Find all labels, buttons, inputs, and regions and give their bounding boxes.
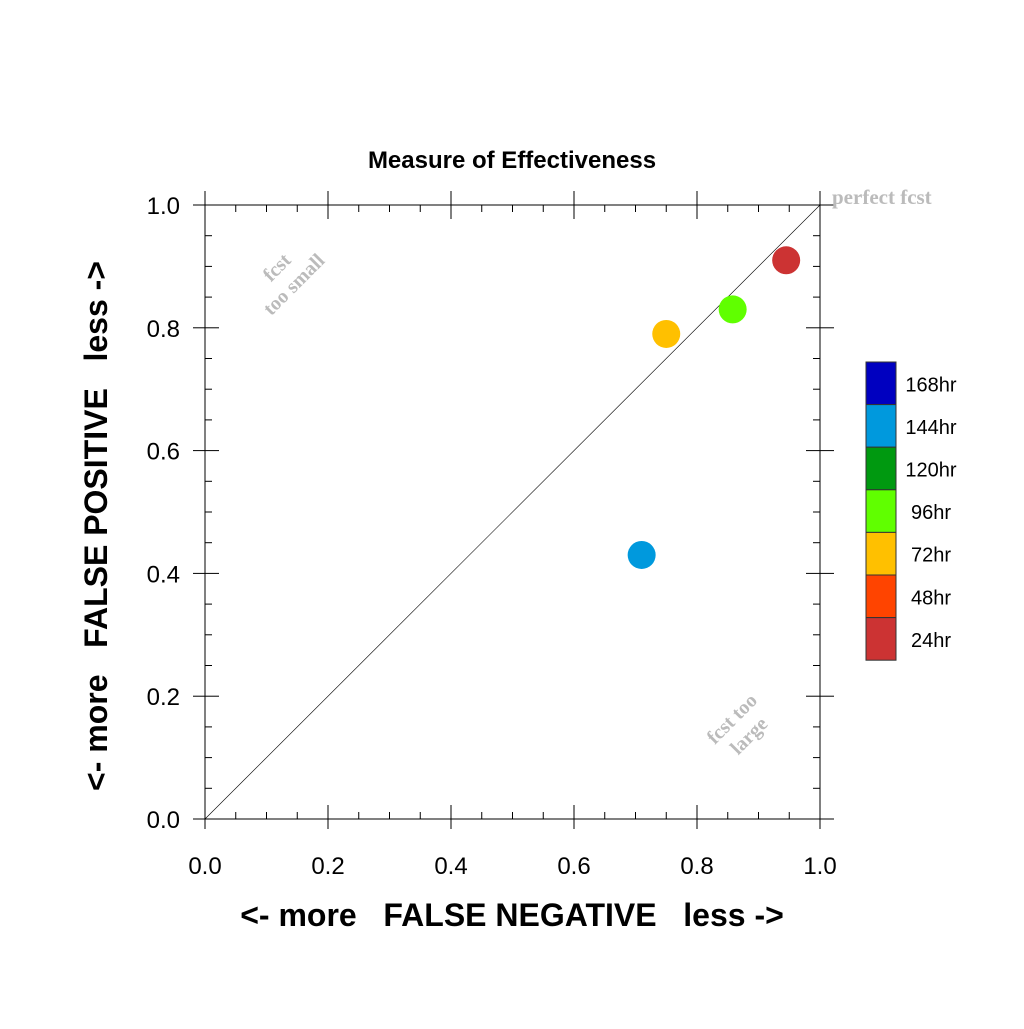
legend-swatch-96hr (865, 489, 897, 533)
x-axis-label: <- more FALSE NEGATIVE less -> (240, 897, 784, 933)
major-ticks (193, 191, 834, 829)
legend-swatch-120hr (865, 446, 897, 491)
minor-ticks (205, 205, 820, 819)
legend-label: 24hr (911, 630, 951, 652)
x-tick-label: 1.0 (803, 853, 836, 880)
reference-group: perfect fcst (204, 185, 932, 820)
legend-swatch-72hr (865, 531, 897, 576)
legend-swatch-144hr (865, 404, 897, 448)
y-tick-label: 0.4 (147, 561, 180, 588)
legend-label: 144hr (905, 417, 956, 439)
legend-swatch-48hr (865, 574, 897, 619)
y-tick-label: 0.2 (147, 684, 180, 711)
data-point-96hr (718, 295, 747, 324)
legend: 168hr 144hr 120hr 96hr 72hr 48hr 24hr (865, 361, 957, 661)
perfect-forecast-line (204, 204, 821, 820)
legend-label: 120hr (905, 460, 956, 482)
y-tick-label: 0.8 (147, 316, 180, 343)
x-tick-label: 0.6 (557, 853, 590, 880)
x-tick-label: 0.8 (680, 853, 713, 880)
x-tick-label: 0.4 (434, 853, 467, 880)
legend-swatch-24hr (865, 617, 897, 661)
perfect-forecast-label: perfect fcst (832, 185, 932, 209)
y-tick-label: 0.0 (147, 807, 180, 834)
x-tick-labels: 0.0 0.2 0.4 0.6 0.8 1.0 (188, 853, 836, 880)
x-tick-label: 0.2 (311, 853, 344, 880)
data-point-24hr (772, 246, 801, 275)
legend-label: 72hr (911, 545, 951, 567)
points-group (627, 246, 801, 569)
legend-label: 96hr (911, 502, 951, 524)
legend-swatch-168hr (865, 361, 897, 406)
data-point-144hr (627, 540, 656, 569)
y-tick-label: 1.0 (147, 193, 180, 220)
y-tick-labels: 0.0 0.2 0.4 0.6 0.8 1.0 (147, 193, 180, 834)
data-point-72hr (652, 319, 681, 348)
y-axis-label: <- more FALSE POSITIVE less -> (78, 261, 114, 791)
y-tick-label: 0.6 (147, 439, 180, 466)
legend-label: 168hr (905, 374, 956, 396)
legend-label: 48hr (911, 587, 951, 609)
chart-title: Measure of Effectiveness (368, 147, 656, 174)
x-tick-label: 0.0 (188, 853, 221, 880)
